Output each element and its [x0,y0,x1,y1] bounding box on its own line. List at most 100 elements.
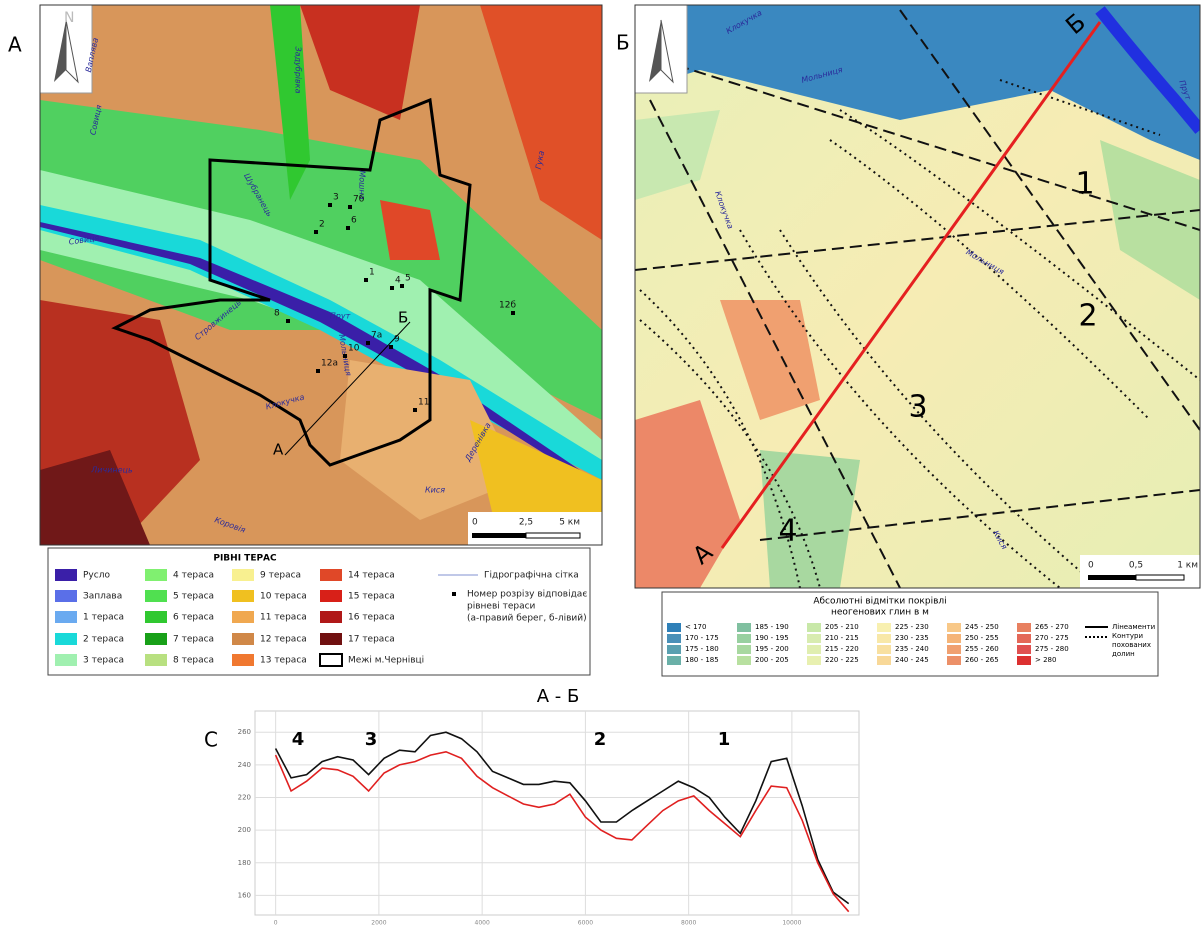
section-label: 7б [353,195,365,205]
x-tick-label: 6000 [578,920,593,927]
legend-label: 200 - 205 [755,656,789,664]
scale-label: 0 [472,518,478,528]
legend-swatch [667,634,681,643]
scale-label: 1 км [1177,561,1198,571]
legend-label: 180 - 185 [685,656,719,664]
legend-label: 10 тераса [260,592,307,602]
y-tick-label: 200 [238,826,251,834]
legend-swatch [667,645,681,654]
figure: А Б С N ВапляваСовицяЗадубрівкаШубранець… [0,0,1202,931]
legend-swatch [737,623,751,632]
y-tick-label: 220 [238,793,251,801]
section-label: 11 [418,398,429,408]
legend-swatch [55,569,77,581]
legend-label: 16 тераса [348,613,395,623]
section-marker [366,341,370,345]
section-label: 8 [274,309,280,319]
legend-swatch [145,654,167,666]
legend-swatch [145,569,167,581]
legend-label: Заплава [83,592,122,602]
legend-label: 3 тераса [83,656,124,666]
legend-swatch [145,590,167,602]
section-label: 9 [394,335,400,345]
legend-swatch [320,569,342,581]
legend-swatch [232,654,254,666]
legend-label: > 280 [1035,656,1056,664]
legend-label: 225 - 230 [895,623,929,631]
legend-swatch [320,590,342,602]
north-label: N [64,10,74,26]
legend-swatch [320,611,342,623]
legend-swatch [1017,634,1031,643]
x-tick-label: 8000 [681,920,696,927]
legend-swatch [807,656,821,665]
legend-swatch [232,633,254,645]
scale-label: 0,5 [1129,561,1143,571]
map-a [40,5,602,545]
section-label: 1 [369,268,375,278]
scale-label: 0 [1088,561,1094,571]
section-marker [343,354,347,358]
legend-label: 9 тераса [260,571,301,581]
legend-title: Абсолютні відмітки покрівлі [813,597,946,607]
legend-label: (а-правий берег, б-лівий) [467,614,587,624]
section-marker [316,369,320,373]
legend-swatch [807,623,821,632]
legend-label: 270 - 275 [1035,634,1069,642]
legend-label: Русло [83,571,110,581]
legend-swatch [947,634,961,643]
lineament-label: 1 [1075,167,1094,202]
section-label: 12б [499,301,516,311]
legend-label: 230 - 235 [895,634,929,642]
legend-swatch [55,654,77,666]
legend-swatch [877,623,891,632]
legend-swatch [55,590,77,602]
section-marker [511,311,515,315]
legend-label: 195 - 200 [755,645,789,653]
legend-swatch [807,645,821,654]
section-label: 2 [319,220,325,230]
y-tick-label: 180 [238,859,251,867]
legend-label: 7 тераса [173,635,214,645]
panel-label: А [8,33,22,57]
legend-swatch [320,654,342,666]
legend-label: 265 - 270 [1035,623,1069,631]
legend-label: Контури [1112,632,1143,640]
legend-label: 2 тераса [83,635,124,645]
profile-annotation: 4 [292,729,305,750]
line-end: А [273,441,284,459]
legend-label: Межі м.Чернівці [348,656,424,666]
section-marker [400,284,404,288]
section-marker [328,203,332,207]
legend-swatch [145,633,167,645]
legend-label: 190 - 195 [755,634,789,642]
legend-swatch [232,590,254,602]
legend-label: 6 тераса [173,613,214,623]
line-end: Б [398,309,408,327]
scale-label: 2,5 [519,518,533,528]
section-marker [314,230,318,234]
lineament-label: 2 [1078,299,1097,334]
section-label: 6 [351,216,357,226]
legend-label: долин [1112,650,1135,658]
section-label: 3 [333,193,339,203]
section-label: 7а [371,331,382,341]
legend-swatch [877,656,891,665]
legend-swatch [737,656,751,665]
lineament-label: 3 [908,390,927,425]
legend-label: 11 тераса [260,613,307,623]
profile-annotation: 2 [594,729,607,750]
legend-swatch [320,633,342,645]
legend-label: 240 - 245 [895,656,929,664]
panel-label: С [204,728,218,752]
legend-label: 170 - 175 [685,634,719,642]
river-label: Прут [330,312,351,321]
legend-label: 220 - 225 [825,656,859,664]
map-b [635,5,1202,588]
legend-swatch [232,611,254,623]
legend-label: 185 - 190 [755,623,789,631]
river-label: Личинець [90,466,133,475]
y-tick-label: 260 [238,728,251,736]
legend-label: 275 - 280 [1035,645,1069,653]
section-marker [286,319,290,323]
